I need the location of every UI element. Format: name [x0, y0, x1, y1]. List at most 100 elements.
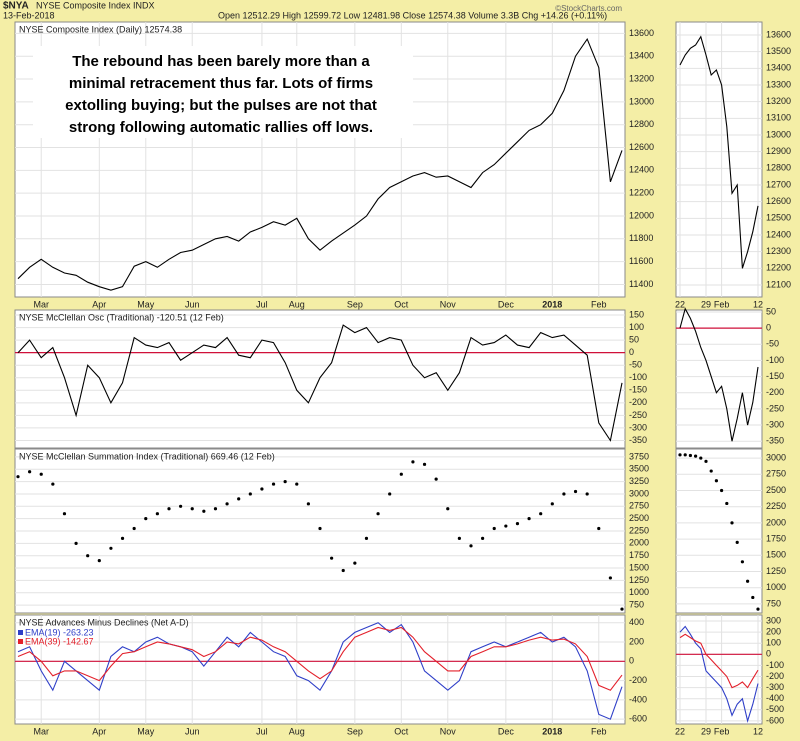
dot [62, 512, 67, 516]
dot [735, 540, 739, 544]
y-tick-label: 13500 [766, 46, 791, 56]
legend-swatch [18, 630, 23, 635]
y-tick-label: 11600 [629, 256, 653, 266]
dot [248, 492, 252, 496]
y-tick-label: -400 [766, 693, 784, 703]
series-line [17, 626, 623, 691]
x-tick-label: Apr [92, 299, 106, 309]
x-tick-label: 2018 [542, 299, 562, 309]
dot [28, 470, 32, 474]
y-tick-label: 2000 [629, 538, 649, 548]
dot [434, 477, 438, 481]
y-tick-label: -100 [629, 372, 647, 382]
x-tick-label: Jun [185, 299, 200, 309]
index-name: NYSE Composite Index INDX [36, 0, 155, 10]
dot [16, 475, 20, 479]
x-tick-label: May [137, 299, 155, 309]
y-tick-label: 1500 [629, 562, 649, 572]
dot [306, 502, 310, 506]
dot [376, 512, 380, 516]
panel [675, 309, 763, 449]
dot [364, 536, 369, 541]
y-tick-label: -200 [766, 387, 784, 397]
x-tick-label: 12 [753, 299, 763, 309]
y-tick-label: 1750 [629, 550, 649, 560]
y-tick-label: -200 [629, 397, 647, 407]
dot [515, 521, 520, 526]
x-tick-label: Jul [256, 726, 268, 736]
dot [411, 460, 415, 464]
y-tick-label: 12400 [766, 229, 791, 239]
y-tick-label: 1750 [766, 533, 786, 543]
watermark: ©StockCharts.com [555, 4, 622, 13]
x-tick-label: Oct [394, 299, 409, 309]
dot [97, 559, 101, 563]
dot [457, 536, 461, 541]
legend-swatch [18, 639, 23, 644]
y-tick-label: 12600 [629, 142, 654, 152]
y-tick-label: 3000 [766, 452, 786, 462]
y-tick-label: 13300 [766, 79, 791, 89]
x-tick-label: Oct [394, 726, 409, 736]
dot [539, 512, 543, 516]
dot [504, 524, 508, 528]
x-tick-label: Sep [347, 726, 363, 736]
y-tick-label: 2750 [629, 501, 649, 511]
dot [492, 526, 496, 531]
dot [683, 453, 687, 457]
y-tick-label: 1000 [766, 582, 786, 592]
y-tick-label: 50 [629, 334, 639, 344]
y-tick-label: 50 [766, 306, 776, 316]
y-tick-label: 12700 [766, 179, 791, 189]
series-line [679, 633, 759, 689]
y-tick-label: 2250 [766, 501, 786, 511]
y-tick-label: 150 [629, 309, 644, 319]
y-tick-label: 2500 [629, 513, 649, 523]
dot [725, 501, 729, 506]
dot [167, 507, 171, 511]
y-tick-label: -150 [766, 371, 784, 381]
dot [39, 472, 43, 476]
dot [740, 560, 745, 564]
dot [704, 459, 708, 463]
y-tick-label: 3000 [629, 488, 649, 498]
x-tick-label: Dec [498, 299, 515, 309]
dot [51, 482, 55, 486]
y-tick-label: 3750 [629, 451, 649, 461]
dot [225, 502, 229, 506]
y-tick-label: 11800 [629, 233, 653, 243]
y-tick-label: 2500 [766, 485, 786, 495]
y-tick-label: 1250 [766, 566, 786, 576]
y-tick-label: 12000 [629, 210, 654, 220]
dot [202, 509, 206, 513]
x-tick-label: Jun [185, 726, 200, 736]
y-tick-label: -300 [766, 419, 784, 429]
y-tick-label: 13600 [766, 29, 791, 39]
y-tick-label: 400 [629, 617, 644, 627]
x-tick-label: Feb [714, 299, 730, 309]
y-tick-label: 12500 [766, 213, 791, 223]
panel-title: NYSE McClellan Summation Index (Traditio… [19, 451, 275, 461]
dot [608, 576, 612, 580]
annotation: The rebound has been barely more than a [72, 53, 370, 70]
dot [694, 454, 698, 458]
y-tick-label: 2000 [766, 517, 786, 527]
dot [481, 536, 485, 541]
annotation: minimal retracement thus far. Lots of fi… [69, 75, 373, 92]
y-tick-label: 13200 [766, 96, 791, 106]
dot [109, 546, 113, 550]
dot [388, 492, 392, 496]
dot [422, 462, 427, 466]
y-tick-label: 12600 [766, 196, 791, 206]
y-tick-label: -150 [629, 385, 647, 395]
y-tick-label: 13400 [629, 51, 654, 61]
dot [585, 492, 589, 496]
y-tick-label: 13000 [629, 96, 654, 106]
y-tick-label: 750 [629, 599, 644, 609]
y-tick-label: 200 [766, 626, 781, 636]
y-tick-label: 12100 [766, 279, 791, 289]
y-tick-label: -300 [629, 422, 647, 432]
y-tick-label: -250 [766, 403, 784, 413]
y-tick-label: -600 [629, 714, 647, 724]
